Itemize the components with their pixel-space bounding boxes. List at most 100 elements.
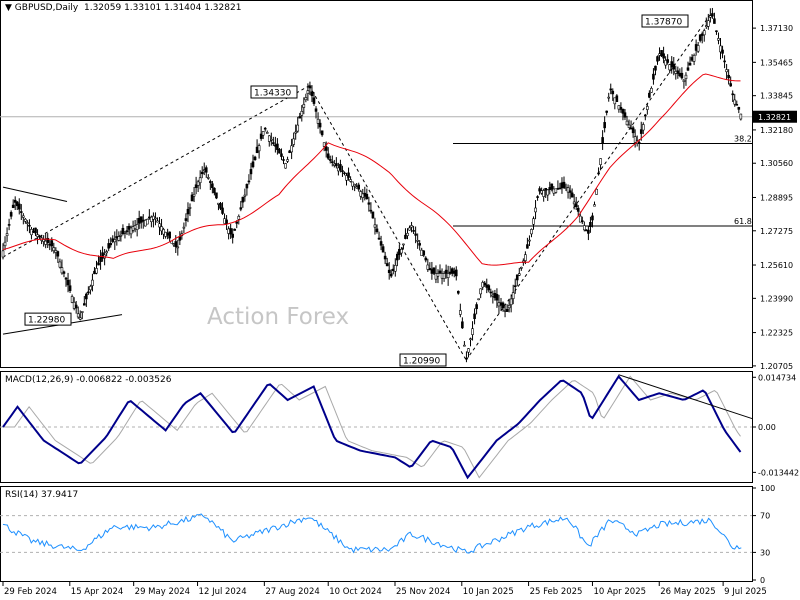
candle-body xyxy=(503,310,507,312)
dropdown-arrow-icon[interactable]: ▼ xyxy=(5,3,12,13)
candle-body xyxy=(369,209,373,212)
candle-body xyxy=(314,108,318,112)
candle-body xyxy=(137,217,141,224)
candle-body xyxy=(70,296,74,303)
candle-body xyxy=(408,227,411,231)
candle-body xyxy=(367,202,371,205)
candle-body xyxy=(554,188,558,193)
candle-body xyxy=(507,304,511,309)
candle-body xyxy=(524,254,527,261)
macd-tick-label: 0.00 xyxy=(758,423,776,432)
candle-body xyxy=(416,240,419,242)
candle-body xyxy=(475,304,478,310)
candle-body xyxy=(641,124,645,131)
candle-body xyxy=(450,268,454,274)
candle-body xyxy=(552,188,556,194)
price-tick-label: 1.22325 xyxy=(760,329,793,338)
candle-body xyxy=(330,161,334,163)
candle-body xyxy=(432,267,436,274)
candle-body xyxy=(735,104,739,106)
moving-average-line xyxy=(2,73,741,266)
candle-body xyxy=(11,204,15,208)
candle-body xyxy=(290,145,293,153)
last-price-label: 1.32821 xyxy=(758,113,791,122)
candle-body xyxy=(650,88,653,93)
candle-body xyxy=(50,240,54,247)
candle-body xyxy=(95,268,98,274)
candle-body xyxy=(60,267,64,274)
fib-level-label: 38.2 xyxy=(734,134,752,143)
candle-body xyxy=(729,83,732,87)
candle-body xyxy=(426,264,430,270)
candle-body xyxy=(576,207,580,212)
candle-body xyxy=(359,191,363,197)
candle-body xyxy=(680,72,684,79)
candle-body xyxy=(188,207,192,209)
rsi-tick-label: 100 xyxy=(760,484,775,493)
candle-body xyxy=(107,243,110,249)
candle-body xyxy=(209,181,212,183)
candle-body xyxy=(517,273,521,276)
candle-body xyxy=(349,179,352,182)
swing-label-box xyxy=(250,85,298,99)
candle-body xyxy=(154,217,157,220)
candle-body xyxy=(239,207,243,210)
candle-body xyxy=(585,229,588,232)
candle-body xyxy=(444,269,448,274)
candle-body xyxy=(520,266,523,269)
candle-body xyxy=(190,194,194,202)
candle-body xyxy=(217,202,220,205)
candle-body xyxy=(204,167,208,173)
candle-body xyxy=(424,257,428,261)
swing-label-box xyxy=(24,312,72,326)
candle-body xyxy=(727,74,730,79)
candle-body xyxy=(438,270,442,274)
candle-body xyxy=(637,142,641,144)
price-tick-label: 1.32180 xyxy=(760,126,793,135)
candle-body xyxy=(341,170,344,173)
candle-body xyxy=(619,107,623,110)
candle-body xyxy=(497,302,501,307)
candle-body xyxy=(237,215,241,220)
candle-body xyxy=(56,251,60,257)
candle-body xyxy=(660,50,663,57)
candle-body xyxy=(135,224,139,230)
symbol-title: GBPUSD,Daily xyxy=(14,3,79,13)
swing-label-text: 1.34330 xyxy=(254,89,291,99)
candle-body xyxy=(345,175,348,181)
candle-body xyxy=(607,96,611,99)
candle-body xyxy=(534,207,537,213)
candle-body xyxy=(452,270,456,274)
candle-body xyxy=(532,218,535,225)
candle-body xyxy=(678,72,682,77)
date-tick-label: 25 Feb 2025 xyxy=(530,587,583,597)
candle-body xyxy=(322,142,326,147)
rsi-tick-label: 30 xyxy=(760,548,770,557)
candle-body xyxy=(538,188,541,192)
candle-body xyxy=(556,188,560,190)
candle-body xyxy=(599,158,602,165)
candle-body xyxy=(739,113,743,120)
candle-body xyxy=(125,230,129,232)
candle-body xyxy=(263,127,267,130)
candle-body xyxy=(219,203,222,209)
candle-body xyxy=(666,59,669,63)
candle-body xyxy=(235,221,239,224)
candle-body xyxy=(253,156,257,161)
candle-body xyxy=(225,219,228,225)
date-tick-label: 26 May 2025 xyxy=(660,587,715,597)
candle-body xyxy=(292,138,295,145)
candle-body xyxy=(139,216,143,223)
candle-body xyxy=(694,44,698,51)
candle-body xyxy=(711,13,714,17)
candle-body xyxy=(19,211,23,213)
swing-label-box xyxy=(641,14,689,28)
candle-body xyxy=(304,97,308,101)
candle-body xyxy=(402,243,405,246)
candle-body xyxy=(615,95,619,102)
price-tick-label: 1.30560 xyxy=(760,159,793,168)
candle-body xyxy=(131,226,135,231)
candle-body xyxy=(658,53,661,56)
candle-body xyxy=(160,226,163,232)
candle-body xyxy=(662,53,665,59)
